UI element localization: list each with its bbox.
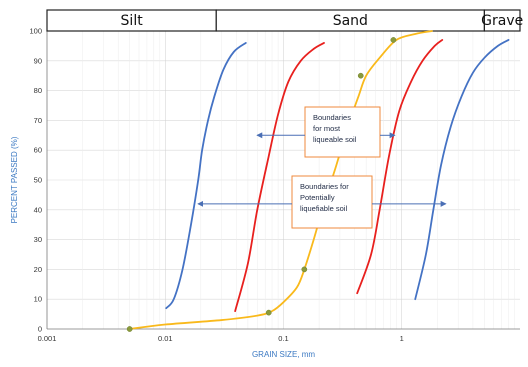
annotation-box-1 (304, 106, 381, 158)
header-band-label: Silt (121, 13, 144, 29)
series-line-1 (165, 42, 247, 310)
data-marker-point (126, 326, 133, 332)
series-line-3 (356, 39, 444, 295)
y-tick-label: 20 (34, 265, 42, 274)
header-band-label: Grave (481, 13, 523, 29)
data-marker-point (390, 37, 397, 43)
header-band-label: Sand (333, 13, 368, 29)
annotation-1-text: Boundaries (313, 113, 351, 122)
data-marker-point (357, 72, 364, 79)
x-tick-label: 0.01 (158, 334, 173, 343)
x-axis-title: GRAIN SIZE, mm (252, 350, 315, 359)
data-marker-point (301, 266, 308, 273)
annotation-2-text: Boundaries for (300, 182, 349, 191)
header-band-grave (483, 9, 521, 32)
annotation-2-text: Potentially (300, 193, 335, 202)
x-tick-label: 0.001 (38, 334, 57, 343)
y-tick-label: 90 (34, 56, 42, 65)
y-tick-label: 100 (29, 27, 42, 36)
data-marker-point (265, 309, 272, 316)
y-tick-label: 50 (34, 176, 42, 185)
y-tick-label: 10 (34, 295, 42, 304)
annotation-2-text: liquefiable soil (300, 204, 347, 213)
header-bands: Silt Sand Grave (46, 9, 523, 32)
x-tick-label: 0.1 (278, 334, 288, 343)
x-tick-label: 1 (400, 334, 404, 343)
y-tick-label: 40 (34, 205, 42, 214)
y-tick-label: 70 (34, 116, 42, 125)
series-line-2 (234, 42, 325, 313)
annotation-box-2 (291, 175, 373, 229)
annotation-1-text: for most (313, 124, 341, 133)
annotation-1-text: liqueable soil (313, 135, 357, 144)
y-axis-title: PERCENT PASSED (%) (10, 136, 19, 223)
y-tick-label: 80 (34, 86, 42, 95)
y-tick-label: 60 (34, 146, 42, 155)
series-line-4 (414, 39, 510, 301)
y-tick-label: 30 (34, 235, 42, 244)
y-tick-label: 0 (38, 325, 42, 334)
